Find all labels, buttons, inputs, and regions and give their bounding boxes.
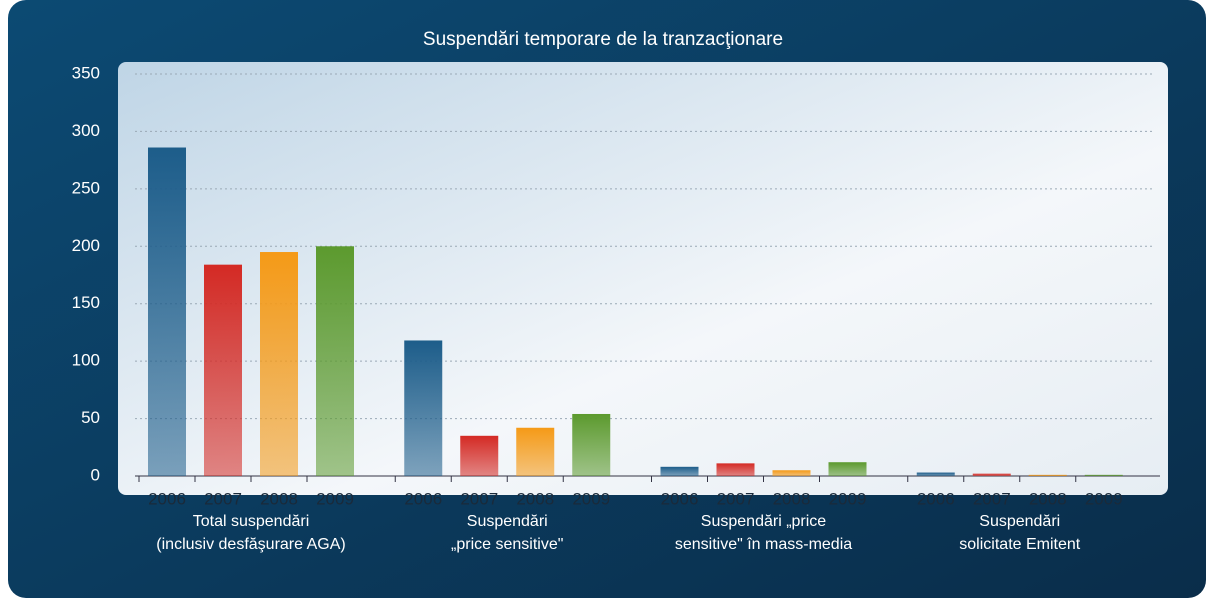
bar [404, 340, 443, 476]
x-tick-label: 2009 [572, 489, 610, 508]
y-tick-label: 200 [72, 236, 100, 255]
category-label: „price sensitive" [451, 536, 563, 553]
x-tick-label: 2008 [516, 489, 554, 508]
x-tick-label: 2006 [917, 489, 955, 508]
x-tick-label: 2008 [1029, 489, 1067, 508]
bar [828, 462, 867, 476]
y-tick-label: 100 [72, 351, 100, 370]
y-tick-label: 150 [72, 293, 100, 312]
bar [972, 473, 1011, 476]
x-tick-label: 2007 [204, 489, 242, 508]
x-tick-label: 2006 [404, 489, 442, 508]
bar [716, 463, 755, 476]
y-tick-label: 250 [72, 178, 100, 197]
x-tick-label: 2007 [460, 489, 498, 508]
bar [572, 413, 611, 476]
bar [1028, 474, 1067, 476]
x-tick-label: 2008 [773, 489, 811, 508]
bar [772, 470, 811, 476]
category-label: Suspendări [467, 513, 548, 530]
category-label: Total suspendări [193, 513, 310, 530]
y-tick-label: 0 [91, 465, 100, 484]
x-tick-label: 2009 [316, 489, 354, 508]
category-label: Suspendări [979, 513, 1060, 530]
y-tick-label: 350 [72, 63, 100, 82]
bar [316, 246, 354, 476]
bar [148, 147, 186, 476]
bar [460, 435, 499, 476]
x-tick-label: 2007 [717, 489, 755, 508]
y-tick-label: 50 [81, 408, 100, 427]
bar [660, 466, 699, 476]
x-tick-label: 2008 [260, 489, 298, 508]
category-label: solicitate Emitent [959, 536, 1080, 553]
bar [1084, 474, 1123, 476]
category-label: Suspendări „price [701, 513, 827, 530]
x-tick-label: 2007 [973, 489, 1011, 508]
category-label: sensitive" în mass-media [675, 536, 852, 553]
x-tick-label: 2009 [1085, 489, 1123, 508]
bar [204, 264, 242, 476]
bar [916, 472, 955, 476]
chart-title: Suspendări temporare de la tranzacţionar… [423, 29, 783, 50]
plot-panel [118, 62, 1168, 495]
bar [260, 252, 298, 476]
category-label: (inclusiv desfăşurare AGA) [156, 536, 345, 553]
bar [516, 427, 555, 476]
x-tick-label: 2006 [148, 489, 186, 508]
x-tick-label: 2006 [661, 489, 699, 508]
x-tick-label: 2009 [829, 489, 867, 508]
y-tick-label: 300 [72, 121, 100, 140]
